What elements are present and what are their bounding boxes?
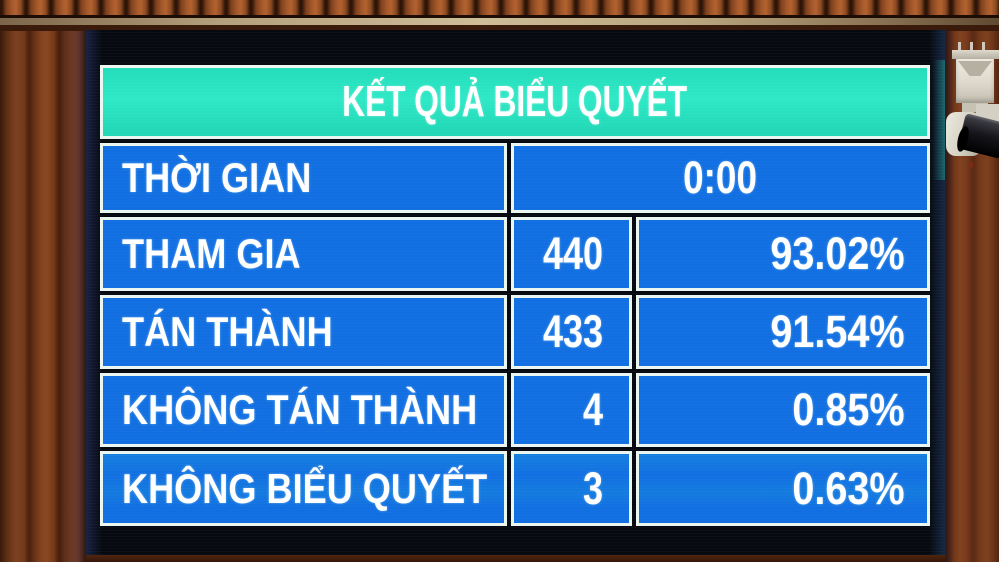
abstain-count: 3 bbox=[582, 462, 603, 514]
wood-sill bbox=[86, 555, 945, 562]
approve-count-cell: 433 bbox=[511, 295, 632, 369]
led-display-screen: KẾT QUẢ BIỂU QUYẾT THỜI GIAN 0:00 THAM G… bbox=[86, 30, 945, 555]
wood-slat-frieze bbox=[0, 0, 999, 15]
participated-label: THAM GIA bbox=[122, 230, 301, 277]
time-value: 0:00 bbox=[683, 152, 758, 203]
camera-indicator-dot bbox=[970, 162, 973, 168]
participated-percent: 93.02% bbox=[770, 228, 905, 279]
camera-pin bbox=[982, 42, 985, 51]
wood-rail-shadow bbox=[0, 25, 999, 31]
participated-count: 440 bbox=[542, 228, 603, 279]
abstain-label-cell: KHÔNG BIỂU QUYẾT bbox=[100, 451, 507, 526]
abstain-percent-cell: 0.63% bbox=[636, 451, 930, 526]
table-row-time: THỜI GIAN 0:00 bbox=[100, 143, 930, 213]
camera-mount-plate bbox=[952, 50, 999, 59]
abstain-label: KHÔNG BIỂU QUYẾT bbox=[122, 464, 488, 512]
table-row-participated: THAM GIA 440 93.02% bbox=[100, 217, 930, 291]
table-title-cell: KẾT QUẢ BIỂU QUYẾT bbox=[100, 65, 930, 139]
disapprove-percent-cell: 0.85% bbox=[636, 373, 930, 447]
approve-percent-cell: 91.54% bbox=[636, 295, 930, 369]
disapprove-count: 4 bbox=[582, 384, 603, 435]
approve-label-cell: TÁN THÀNH bbox=[100, 295, 507, 369]
camera-pin bbox=[958, 42, 961, 51]
screen-glow-teal bbox=[933, 60, 945, 180]
security-camera-icon bbox=[946, 42, 999, 170]
time-label: THỜI GIAN bbox=[122, 154, 312, 201]
screen-glow-left bbox=[86, 30, 102, 555]
table-row-abstain: KHÔNG BIỂU QUYẾT 3 0.63% bbox=[100, 451, 930, 526]
approve-count: 433 bbox=[542, 306, 603, 357]
table-row-approve: TÁN THÀNH 433 91.54% bbox=[100, 295, 930, 369]
camera-neck bbox=[962, 103, 988, 112]
disapprove-count-cell: 4 bbox=[511, 373, 632, 447]
camera-pin bbox=[970, 42, 973, 51]
participated-percent-cell: 93.02% bbox=[636, 217, 930, 291]
disapprove-label: KHÔNG TÁN THÀNH bbox=[122, 386, 478, 433]
time-value-cell: 0:00 bbox=[511, 143, 930, 213]
disapprove-percent: 0.85% bbox=[792, 384, 905, 435]
approve-label: TÁN THÀNH bbox=[122, 308, 333, 355]
participated-label-cell: THAM GIA bbox=[100, 217, 507, 291]
table-row-disapprove: KHÔNG TÁN THÀNH 4 0.85% bbox=[100, 373, 930, 447]
wood-panel-right bbox=[945, 31, 999, 562]
abstain-count-cell: 3 bbox=[511, 451, 632, 526]
table-title: KẾT QUẢ BIỂU QUYẾT bbox=[342, 77, 688, 126]
abstain-percent: 0.63% bbox=[792, 462, 905, 514]
participated-count-cell: 440 bbox=[511, 217, 632, 291]
wood-panel-left bbox=[0, 31, 86, 562]
time-label-cell: THỜI GIAN bbox=[100, 143, 507, 213]
screen-glow-right bbox=[929, 30, 945, 555]
wood-rail bbox=[0, 18, 999, 25]
approve-percent: 91.54% bbox=[770, 306, 905, 357]
disapprove-label-cell: KHÔNG TÁN THÀNH bbox=[100, 373, 507, 447]
wood-groove bbox=[0, 15, 999, 18]
